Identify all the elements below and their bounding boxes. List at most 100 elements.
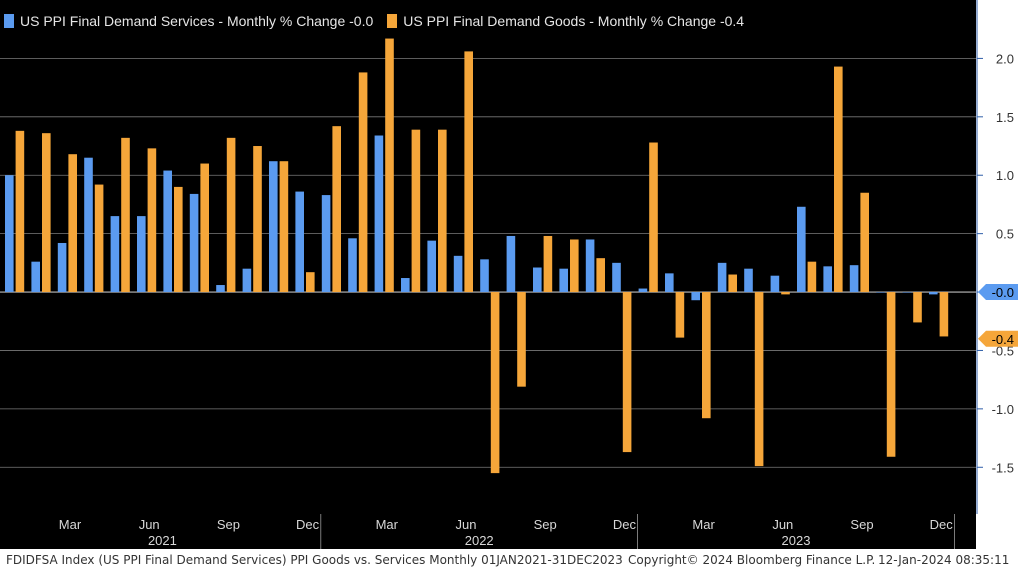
axis-panel bbox=[976, 0, 1018, 549]
ppi-bar-chart: -1.5-1.0-0.50.00.51.01.52.0 MarJunSepDec… bbox=[0, 0, 1018, 549]
bar-goods bbox=[411, 129, 421, 293]
bar-services bbox=[638, 288, 648, 293]
bar-services bbox=[427, 240, 436, 293]
x-tick-label: Mar bbox=[59, 517, 82, 532]
bar-goods bbox=[781, 292, 790, 295]
x-year-label: 2021 bbox=[148, 533, 177, 548]
bar-goods bbox=[570, 239, 579, 293]
bar-services bbox=[744, 268, 753, 293]
legend-item-services: US PPI Final Demand Services - Monthly %… bbox=[4, 13, 373, 29]
bar-services bbox=[480, 259, 489, 293]
bar-goods bbox=[147, 148, 157, 293]
bar-goods bbox=[807, 261, 817, 293]
bar-services bbox=[770, 275, 780, 293]
bar-services bbox=[902, 292, 912, 293]
bar-services bbox=[137, 216, 146, 293]
bar-services bbox=[717, 262, 727, 293]
bar-services bbox=[665, 273, 674, 293]
legend-swatch-goods bbox=[387, 14, 398, 28]
x-tick-label: Dec bbox=[930, 517, 954, 532]
last-value-label: -0.0 bbox=[992, 285, 1014, 300]
bar-goods bbox=[622, 292, 632, 453]
bar-goods bbox=[596, 258, 605, 293]
bar-services bbox=[242, 268, 252, 293]
bar-services bbox=[5, 175, 14, 293]
footer-timestamp: 12-Jan-2024 08:35:11 bbox=[878, 553, 1010, 567]
bar-services bbox=[585, 239, 595, 293]
bar-goods bbox=[42, 133, 51, 293]
bar-services bbox=[559, 268, 568, 293]
bar-goods bbox=[385, 38, 394, 293]
y-tick-label: 2.0 bbox=[996, 51, 1014, 66]
bar-services bbox=[876, 292, 885, 293]
x-tick-label: Dec bbox=[296, 517, 320, 532]
bar-services bbox=[31, 261, 40, 293]
bar-goods bbox=[649, 142, 658, 293]
x-tick-label: Mar bbox=[692, 517, 715, 532]
bar-services bbox=[823, 266, 832, 293]
bar-services bbox=[374, 135, 384, 293]
bar-goods bbox=[200, 163, 209, 293]
y-tick-label: 1.0 bbox=[996, 168, 1014, 183]
bar-services bbox=[506, 235, 516, 293]
bar-goods bbox=[68, 154, 77, 293]
x-year-label: 2022 bbox=[465, 533, 494, 548]
bar-goods bbox=[15, 130, 25, 293]
legend-item-goods: US PPI Final Demand Goods - Monthly % Ch… bbox=[387, 13, 744, 29]
bar-services bbox=[84, 157, 93, 293]
y-tick-label: -0.5 bbox=[992, 343, 1014, 358]
bar-services bbox=[797, 206, 806, 293]
bar-goods bbox=[939, 292, 949, 337]
x-axis-panel bbox=[0, 514, 976, 549]
bar-services bbox=[269, 161, 278, 293]
bar-services bbox=[929, 292, 938, 295]
bar-services bbox=[348, 238, 357, 293]
bar-goods bbox=[306, 272, 315, 293]
bar-goods bbox=[886, 292, 896, 457]
x-tick-label: Dec bbox=[613, 517, 637, 532]
legend-swatch-services bbox=[4, 14, 14, 28]
x-axis: Mar Jun Sep Dec Mar Jun Sep Dec Mar Jun Sep Dec 2021… bbox=[59, 517, 953, 548]
y-tick-label: 0.5 bbox=[996, 227, 1014, 242]
x-tick-label: Jun bbox=[139, 517, 160, 532]
bar-services bbox=[295, 191, 304, 293]
bar-services bbox=[57, 242, 67, 293]
bar-goods bbox=[728, 274, 737, 293]
legend: US PPI Final Demand Services - Monthly %… bbox=[4, 10, 765, 32]
x-year-label: 2023 bbox=[782, 533, 811, 548]
x-tick-label: Jun bbox=[456, 517, 477, 532]
y-axis: -1.5-1.0-0.50.00.51.01.52.0 bbox=[976, 0, 1014, 514]
bar-goods bbox=[754, 292, 764, 467]
bar-goods bbox=[702, 292, 711, 419]
legend-label-services: US PPI Final Demand Services - Monthly %… bbox=[20, 13, 374, 29]
bar-services bbox=[453, 255, 463, 293]
y-tick-label: -1.0 bbox=[992, 402, 1014, 417]
x-tick-label: Sep bbox=[217, 517, 240, 532]
footer: FDIDFSA Index (US PPI Final Demand Servi… bbox=[0, 549, 1018, 571]
x-tick-label: Jun bbox=[772, 517, 793, 532]
bar-goods bbox=[253, 146, 262, 293]
y-tick-label: 1.5 bbox=[996, 110, 1014, 125]
bar-services bbox=[163, 170, 172, 293]
y-tick-label: -1.5 bbox=[992, 460, 1014, 475]
x-tick-label: Mar bbox=[376, 517, 399, 532]
footer-source: FDIDFSA Index (US PPI Final Demand Servi… bbox=[6, 553, 623, 567]
bar-goods bbox=[464, 51, 473, 293]
legend-label-goods: US PPI Final Demand Goods - Monthly % Ch… bbox=[403, 13, 745, 29]
last-value-tags: -0.0 -0.4 bbox=[978, 284, 1018, 347]
bar-goods bbox=[675, 292, 685, 338]
bar-goods bbox=[438, 129, 447, 293]
bar-goods bbox=[332, 126, 341, 293]
bar-goods bbox=[517, 292, 526, 387]
last-value-tag bbox=[978, 330, 1018, 347]
bar-services bbox=[321, 195, 331, 293]
bar-goods bbox=[121, 137, 130, 293]
bar-services bbox=[401, 278, 410, 293]
bar-goods bbox=[834, 66, 843, 293]
bars-group bbox=[5, 38, 949, 474]
bar-goods bbox=[490, 292, 500, 474]
bar-services bbox=[612, 262, 621, 293]
bar-goods bbox=[543, 235, 553, 293]
bar-goods bbox=[860, 192, 869, 293]
